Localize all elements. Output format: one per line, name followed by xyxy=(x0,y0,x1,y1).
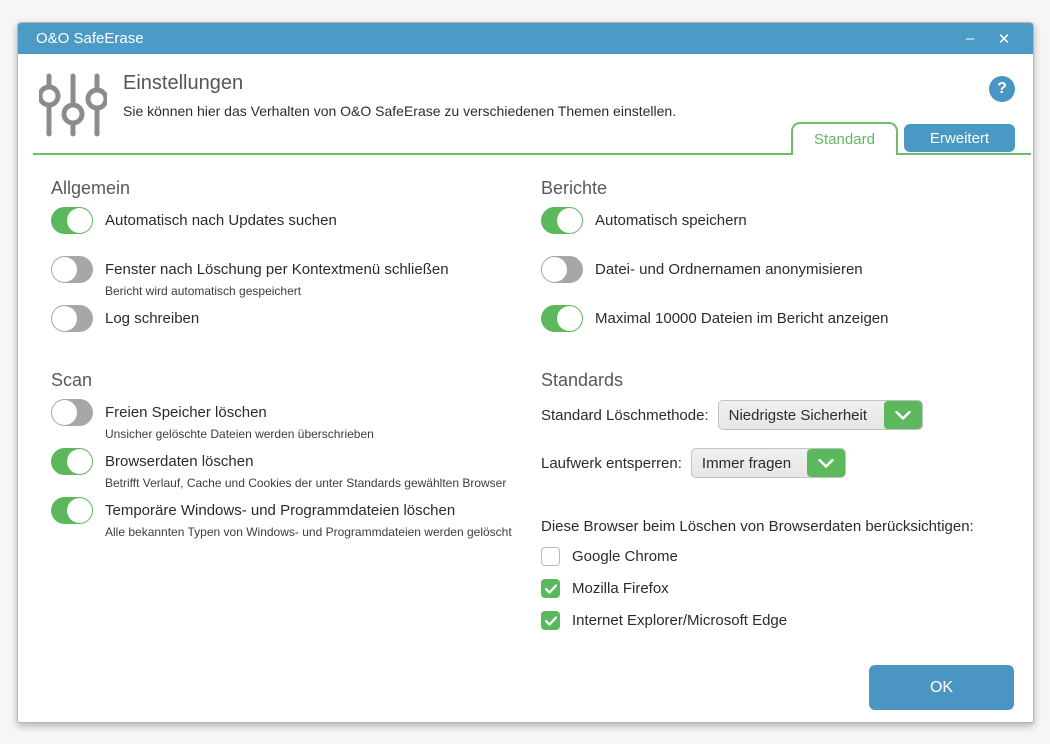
checkbox-mozilla-firefox[interactable] xyxy=(541,579,560,598)
window-controls: – ✕ xyxy=(953,30,1033,48)
close-icon[interactable]: ✕ xyxy=(997,30,1011,48)
section-heading-scan: Scan xyxy=(51,370,93,390)
unlock-drive-dropdown[interactable]: Immer fragen xyxy=(690,448,846,478)
toggle-write-log[interactable] xyxy=(51,305,93,332)
browser-label: Mozilla Firefox xyxy=(572,580,669,597)
minimize-icon[interactable]: – xyxy=(965,30,975,47)
settings-sliders-icon xyxy=(37,72,109,143)
toggle-knob xyxy=(67,498,92,523)
tab-standard[interactable]: Standard xyxy=(791,122,898,155)
toggle-browser-data[interactable] xyxy=(51,448,93,475)
section-heading-standards: Standards xyxy=(541,370,624,390)
tab-erweitert-label: Erweitert xyxy=(929,129,990,147)
setting-label: Browserdaten löschen xyxy=(105,453,254,470)
check-icon xyxy=(544,615,557,626)
ok-button[interactable]: OK xyxy=(869,665,1014,710)
setting-row: Temporäre Windows- und Programmdateien l… xyxy=(51,497,512,539)
chevron-down-icon[interactable] xyxy=(806,449,845,477)
setting-label: Freien Speicher löschen xyxy=(105,404,267,421)
toggle-close-window-context-menu[interactable] xyxy=(51,256,93,283)
toggle-max-files-report[interactable] xyxy=(541,305,583,332)
chevron-down-icon[interactable] xyxy=(883,401,922,429)
setting-row: Datei- und Ordnernamen anonymisieren xyxy=(541,256,863,283)
setting-row: Browserdaten löschen Betrifft Verlauf, C… xyxy=(51,448,506,490)
setting-row: Log schreiben xyxy=(51,305,199,332)
toggle-updates[interactable] xyxy=(51,207,93,234)
setting-sublabel: Unsicher gelöschte Dateien werden übersc… xyxy=(105,427,374,441)
dropdown-row: Laufwerk entsperren: Immer fragen xyxy=(541,448,846,478)
checkbox-google-chrome[interactable] xyxy=(541,547,560,566)
dropdown-value: Immer fragen xyxy=(701,454,792,472)
tab-standard-label: Standard xyxy=(814,131,875,148)
section-heading-allgemein: Allgemein xyxy=(51,178,131,198)
toggle-knob xyxy=(67,208,92,233)
setting-sublabel: Betrifft Verlauf, Cache und Cookies der … xyxy=(105,476,507,490)
browser-row: Google Chrome xyxy=(541,547,678,566)
toggle-knob xyxy=(52,400,77,425)
setting-label: Fenster nach Löschung per Kontextmenü sc… xyxy=(105,261,449,278)
check-icon xyxy=(544,583,557,594)
browser-label: Google Chrome xyxy=(572,548,678,565)
tab-divider-line xyxy=(33,153,1031,155)
toggle-anonymize-names[interactable] xyxy=(541,256,583,283)
setting-label: Automatisch nach Updates suchen xyxy=(105,212,337,229)
toggle-knob xyxy=(557,306,582,331)
setting-row: Fenster nach Löschung per Kontextmenü sc… xyxy=(51,256,449,298)
setting-label: Automatisch speichern xyxy=(595,212,747,229)
toggle-temp-files[interactable] xyxy=(51,497,93,524)
dropdown-label: Standard Löschmethode: xyxy=(541,406,709,424)
toggle-knob xyxy=(557,208,582,233)
dropdown-row: Standard Löschmethode: Niedrigste Sicher… xyxy=(541,400,923,430)
safeerase-settings-window: O&O SafeErase – ✕ Einstellungen Sie könn… xyxy=(17,22,1034,723)
setting-row: Automatisch nach Updates suchen xyxy=(51,207,337,234)
toggle-knob xyxy=(542,257,567,282)
help-glyph: ? xyxy=(997,80,1007,97)
toggle-knob xyxy=(67,449,92,474)
tab-erweitert[interactable]: Erweitert xyxy=(904,124,1015,152)
titlebar: O&O SafeErase – ✕ xyxy=(18,23,1033,54)
setting-label: Log schreiben xyxy=(105,310,200,327)
toggle-knob xyxy=(52,257,77,282)
setting-label: Datei- und Ordnernamen anonymisieren xyxy=(595,261,863,278)
toggle-knob xyxy=(52,306,77,331)
browsers-caption: Diese Browser beim Löschen von Browserda… xyxy=(541,518,974,535)
deletion-method-dropdown[interactable]: Niedrigste Sicherheit xyxy=(717,400,923,430)
toggle-free-space[interactable] xyxy=(51,399,93,426)
help-icon[interactable]: ? xyxy=(989,76,1015,102)
setting-label: Temporäre Windows- und Programmdateien l… xyxy=(105,502,456,519)
setting-row: Maximal 10000 Dateien im Bericht anzeige… xyxy=(541,305,889,332)
checkbox-internet-explorer-edge[interactable] xyxy=(541,611,560,630)
setting-sublabel: Bericht wird automatisch gespeichert xyxy=(105,284,302,298)
setting-row: Automatisch speichern xyxy=(541,207,747,234)
browser-row: Internet Explorer/Microsoft Edge xyxy=(541,611,787,630)
browser-row: Mozilla Firefox xyxy=(541,579,669,598)
setting-label: Maximal 10000 Dateien im Bericht anzeige… xyxy=(595,310,889,327)
setting-sublabel: Alle bekannten Typen von Windows- und Pr… xyxy=(105,525,512,539)
page-title: Einstellungen xyxy=(123,72,244,94)
dropdown-label: Laufwerk entsperren: xyxy=(541,454,682,472)
browser-label: Internet Explorer/Microsoft Edge xyxy=(572,612,788,629)
section-heading-berichte: Berichte xyxy=(541,178,608,198)
dropdown-value: Niedrigste Sicherheit xyxy=(728,406,868,424)
window-title: O&O SafeErase xyxy=(36,30,144,47)
page-subtitle: Sie können hier das Verhalten von O&O Sa… xyxy=(123,103,677,119)
setting-row: Freien Speicher löschen Unsicher gelösch… xyxy=(51,399,374,441)
toggle-auto-save[interactable] xyxy=(541,207,583,234)
